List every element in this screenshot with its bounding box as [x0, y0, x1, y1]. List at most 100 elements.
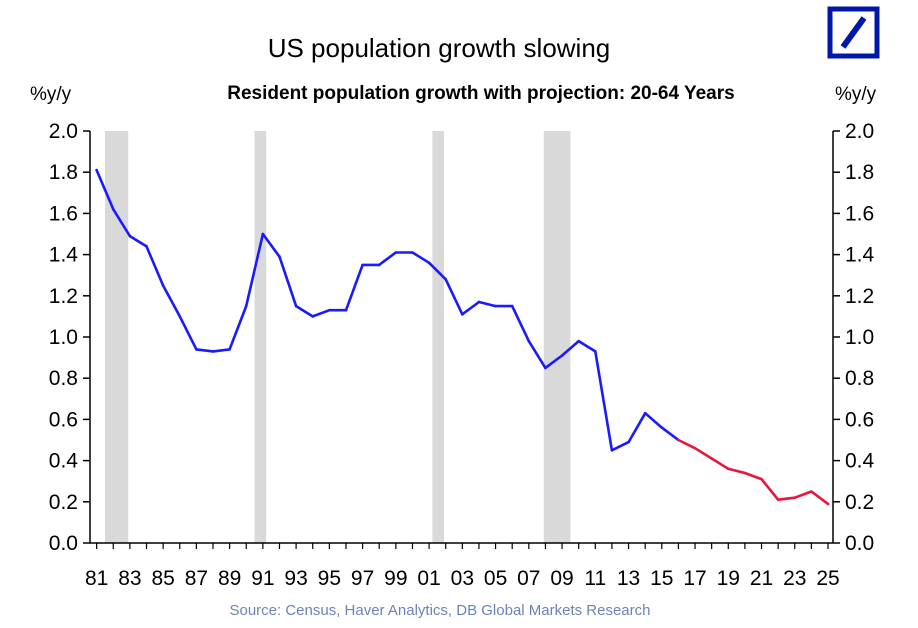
- y-tick-label-left: 0.0: [49, 532, 78, 555]
- y-tick-label-left: 1.8: [49, 161, 78, 184]
- x-tick-label: 81: [85, 567, 108, 590]
- x-tick-label: 03: [451, 567, 474, 590]
- data-point-projection: [810, 490, 813, 493]
- data-point-historical: [178, 315, 182, 318]
- x-tick-label: 95: [318, 567, 341, 590]
- data-point-projection: [710, 457, 713, 460]
- y-tick-label-right: 1.4: [845, 244, 875, 267]
- y-tick-label-left: 2.0: [49, 120, 78, 143]
- y-tick-label-left: 0.2: [49, 491, 78, 514]
- data-point-historical: [477, 300, 481, 304]
- data-point-historical: [294, 304, 298, 308]
- x-tick-label: 87: [185, 567, 208, 590]
- x-tick-label: 91: [251, 567, 274, 590]
- recession-shading: [104, 131, 571, 543]
- data-point-projection: [677, 438, 680, 442]
- x-tick-label: 97: [351, 567, 374, 590]
- x-tick-label: 05: [484, 567, 507, 590]
- series-lines: [95, 168, 830, 506]
- data-point-historical: [228, 348, 231, 351]
- data-point-historical: [161, 284, 165, 287]
- x-tick-label: 01: [417, 567, 440, 590]
- data-point-historical: [643, 411, 647, 415]
- data-point-historical: [577, 339, 580, 343]
- y-tick-label-right: 0.4: [845, 450, 875, 473]
- data-point-historical: [195, 348, 198, 351]
- x-tick-label: 99: [384, 567, 407, 590]
- data-point-historical: [461, 313, 464, 316]
- y-tick-label-left: 1.6: [49, 202, 78, 225]
- data-point-projection: [793, 496, 797, 499]
- axes: [83, 130, 840, 549]
- data-point-historical: [278, 255, 281, 258]
- chart-title: US population growth slowing: [268, 33, 611, 63]
- y-tick-label-right: 1.2: [845, 285, 874, 308]
- y-tick-label-right: 0.2: [845, 491, 874, 514]
- chart-subtitle: Resident population growth with projecti…: [227, 83, 734, 104]
- y-tick-label-left: 0.8: [49, 367, 78, 390]
- y-axis-unit-left: %y/y: [30, 84, 72, 105]
- x-tick-label: 23: [783, 567, 806, 590]
- x-tick-label: 19: [717, 567, 740, 590]
- recession-band-1: [104, 131, 129, 543]
- data-point-historical: [311, 315, 315, 318]
- data-point-projection: [776, 498, 780, 502]
- data-point-historical: [394, 251, 398, 254]
- recession-band-3: [432, 131, 445, 543]
- data-point-historical: [145, 245, 148, 248]
- data-point-historical: [444, 278, 448, 281]
- data-point-historical: [494, 304, 497, 308]
- data-point-historical: [510, 304, 514, 308]
- y-tick-label-right: 2.0: [845, 120, 874, 143]
- x-tick-label: 83: [118, 567, 141, 590]
- x-tick-label: 15: [650, 567, 673, 590]
- series-line-projection: [677, 438, 830, 506]
- data-point-projection: [743, 471, 747, 475]
- x-tick-label: 13: [617, 567, 640, 590]
- data-point-projection: [726, 467, 730, 471]
- recession-band-2: [254, 131, 267, 543]
- y-tick-label-left: 0.4: [49, 450, 79, 473]
- data-point-historical: [594, 350, 597, 353]
- data-point-historical: [211, 350, 215, 353]
- data-point-historical: [261, 232, 265, 236]
- data-point-historical: [527, 339, 531, 343]
- data-point-historical: [627, 440, 630, 444]
- data-point-historical: [111, 207, 115, 211]
- y-tick-label-right: 0.0: [845, 532, 874, 555]
- data-point-historical: [377, 263, 381, 267]
- deutsche-bank-logo: [827, 6, 880, 59]
- data-point-historical: [411, 251, 414, 254]
- y-tick-label-left: 0.6: [49, 408, 78, 431]
- data-point-projection: [826, 502, 830, 506]
- data-point-historical: [361, 263, 364, 267]
- data-point-historical: [344, 308, 348, 312]
- x-tick-label: 17: [683, 567, 706, 590]
- data-point-historical: [128, 234, 132, 238]
- data-point-historical: [560, 354, 564, 357]
- y-tick-label-right: 1.6: [845, 202, 874, 225]
- y-tick-label-left: 1.0: [49, 326, 78, 349]
- y-tick-label-right: 1.8: [845, 161, 874, 184]
- x-tick-label: 07: [517, 567, 540, 590]
- data-point-historical: [610, 449, 614, 452]
- x-tick-label: 25: [816, 567, 839, 590]
- y-axis-right-tick-labels: 0.0 0.2 0.4 0.6 0.8 1.0 1.2 1.4 1.6 1.8 2.0: [845, 120, 875, 555]
- data-point-historical: [95, 168, 98, 172]
- data-point-historical: [244, 304, 248, 308]
- data-point-historical: [544, 366, 547, 370]
- y-tick-label-right: 0.6: [845, 408, 874, 431]
- y-tick-label-left: 1.4: [49, 244, 79, 267]
- data-point-historical: [660, 426, 664, 429]
- x-tick-label: 89: [218, 567, 241, 590]
- y-tick-label-right: 0.8: [845, 367, 874, 390]
- x-axis-tick-labels: 81 83 85 87 89 91 93 95 97 99 01 03 05 07 09 11 13 15 17 19…: [85, 567, 840, 590]
- data-point-historical: [427, 261, 431, 265]
- x-tick-label: 21: [750, 567, 773, 590]
- series-line-historical: [95, 168, 680, 452]
- recession-band-4: [543, 131, 571, 543]
- x-tick-label: 11: [584, 567, 606, 590]
- source-note: Source: Census, Haver Analytics, DB Glob…: [229, 602, 650, 619]
